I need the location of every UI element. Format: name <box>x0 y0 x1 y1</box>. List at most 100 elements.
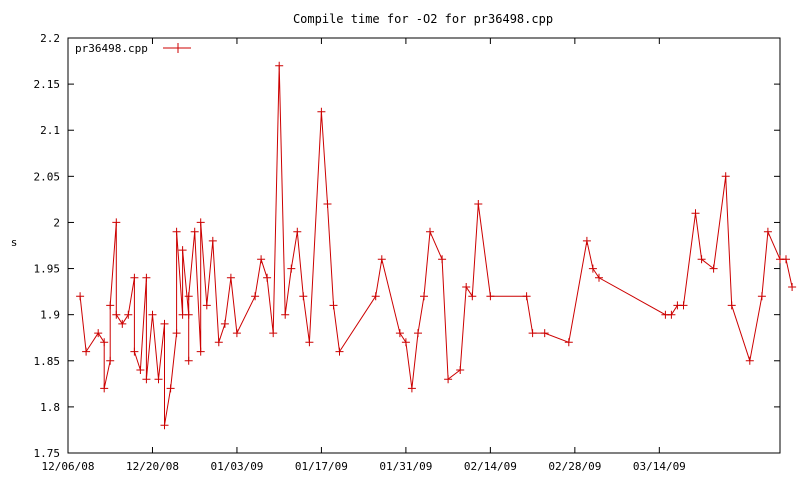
y-tick-label: 2.05 <box>34 170 61 183</box>
data-point-marker <box>697 255 706 264</box>
y-tick-label: 1.8 <box>40 401 60 414</box>
data-point-marker <box>202 301 211 310</box>
data-point-marker <box>293 227 302 236</box>
legend-label-pr36498: pr36498.cpp <box>75 42 148 55</box>
data-point-marker <box>208 236 217 245</box>
x-tick-label: 01/17/09 <box>295 460 348 473</box>
legend-marker-pr36498 <box>173 43 183 53</box>
data-point-marker <box>196 347 205 356</box>
data-point-marker <box>82 347 91 356</box>
data-point-marker <box>160 319 169 328</box>
data-point-marker <box>184 356 193 365</box>
data-point-marker <box>142 375 151 384</box>
data-point-marker <box>709 264 718 273</box>
data-point-marker <box>788 283 797 291</box>
legend: pr36498.cpp <box>75 42 191 55</box>
data-point-marker <box>335 347 344 356</box>
data-point-marker <box>420 292 428 301</box>
series-layer <box>76 61 797 430</box>
data-point-marker <box>426 227 434 236</box>
data-point-marker <box>172 227 181 236</box>
y-tick-label: 1.9 <box>40 309 60 322</box>
x-tick-label: 03/14/09 <box>633 460 686 473</box>
data-point-marker <box>299 292 308 301</box>
data-point-marker <box>305 338 314 347</box>
y-axis-ticks: 1.75 1.8 1.85 1.9 1.95 2 2.05 2.1 2.15 2.2 <box>34 32 780 460</box>
data-point-marker <box>190 227 199 236</box>
y-tick-label: 1.95 <box>34 263 61 276</box>
x-tick-label: 12/06/08 <box>42 460 95 473</box>
y-axis-label: s <box>11 236 18 249</box>
y-tick-label: 1.85 <box>34 355 61 368</box>
data-point-marker <box>130 273 139 282</box>
data-point-marker <box>76 292 85 301</box>
data-point-marker <box>287 264 296 273</box>
data-point-marker <box>112 310 121 319</box>
x-tick-label: 02/14/09 <box>464 460 517 473</box>
data-point-marker <box>486 292 495 301</box>
y-tick-label: 2.2 <box>40 32 60 45</box>
data-point-marker <box>395 329 404 338</box>
data-point-marker <box>721 172 730 181</box>
data-point-marker <box>214 338 223 347</box>
data-point-marker <box>257 255 266 264</box>
data-point-marker <box>377 255 386 264</box>
data-point-marker <box>522 292 531 301</box>
data-point-marker <box>582 236 591 245</box>
data-point-marker <box>474 200 483 208</box>
data-point-marker <box>444 375 453 384</box>
data-point-marker <box>691 209 700 218</box>
data-point-marker <box>172 329 181 338</box>
data-point-marker <box>112 218 121 227</box>
data-point-marker <box>371 292 380 301</box>
data-point-marker <box>414 329 422 338</box>
data-point-marker <box>100 384 109 393</box>
data-point-marker <box>462 283 471 291</box>
data-point-marker <box>281 310 290 319</box>
series-line-pr36498-cpp <box>79 65 793 426</box>
data-point-marker <box>136 366 145 374</box>
data-point-marker <box>220 319 229 328</box>
data-point-marker <box>251 292 260 301</box>
data-point-marker <box>528 329 537 338</box>
data-point-marker <box>100 338 109 347</box>
data-point-marker <box>166 384 175 393</box>
data-point-marker <box>407 384 416 393</box>
data-point-marker <box>148 310 157 319</box>
data-point-marker <box>329 301 338 310</box>
data-point-marker <box>745 356 754 365</box>
x-tick-label: 12/20/08 <box>126 460 179 473</box>
data-point-marker <box>667 310 676 319</box>
data-point-marker <box>232 329 241 338</box>
data-point-marker <box>263 273 272 282</box>
data-point-marker <box>106 301 115 310</box>
data-point-marker <box>142 273 151 282</box>
data-point-marker <box>94 329 103 338</box>
x-tick-label: 02/28/09 <box>548 460 601 473</box>
plot-frame <box>67 37 781 454</box>
data-point-marker <box>269 329 278 338</box>
data-point-marker <box>196 218 205 227</box>
data-point-marker <box>317 107 326 116</box>
chart-title: Compile time for -O2 for pr36498.cpp <box>293 12 553 26</box>
data-point-marker <box>106 356 115 365</box>
x-tick-label: 01/03/09 <box>210 460 263 473</box>
data-point-marker <box>540 329 549 338</box>
y-tick-label: 1.75 <box>34 447 61 460</box>
y-tick-label: 2.1 <box>40 124 60 137</box>
data-point-marker <box>154 375 163 384</box>
data-point-marker <box>184 292 193 301</box>
data-point-marker <box>588 264 597 273</box>
data-point-marker <box>160 421 169 430</box>
data-point-marker <box>184 310 193 319</box>
data-point-marker <box>564 338 573 347</box>
data-point-marker <box>438 255 447 264</box>
data-point-marker <box>468 292 477 301</box>
data-point-marker <box>679 301 688 310</box>
data-point-marker <box>727 301 736 310</box>
data-point-marker <box>757 292 766 301</box>
x-axis-ticks: 12/06/08 12/20/08 01/03/09 01/17/09 01/31/09… <box>42 38 686 473</box>
data-point-marker <box>456 366 465 374</box>
data-point-marker <box>401 338 410 347</box>
